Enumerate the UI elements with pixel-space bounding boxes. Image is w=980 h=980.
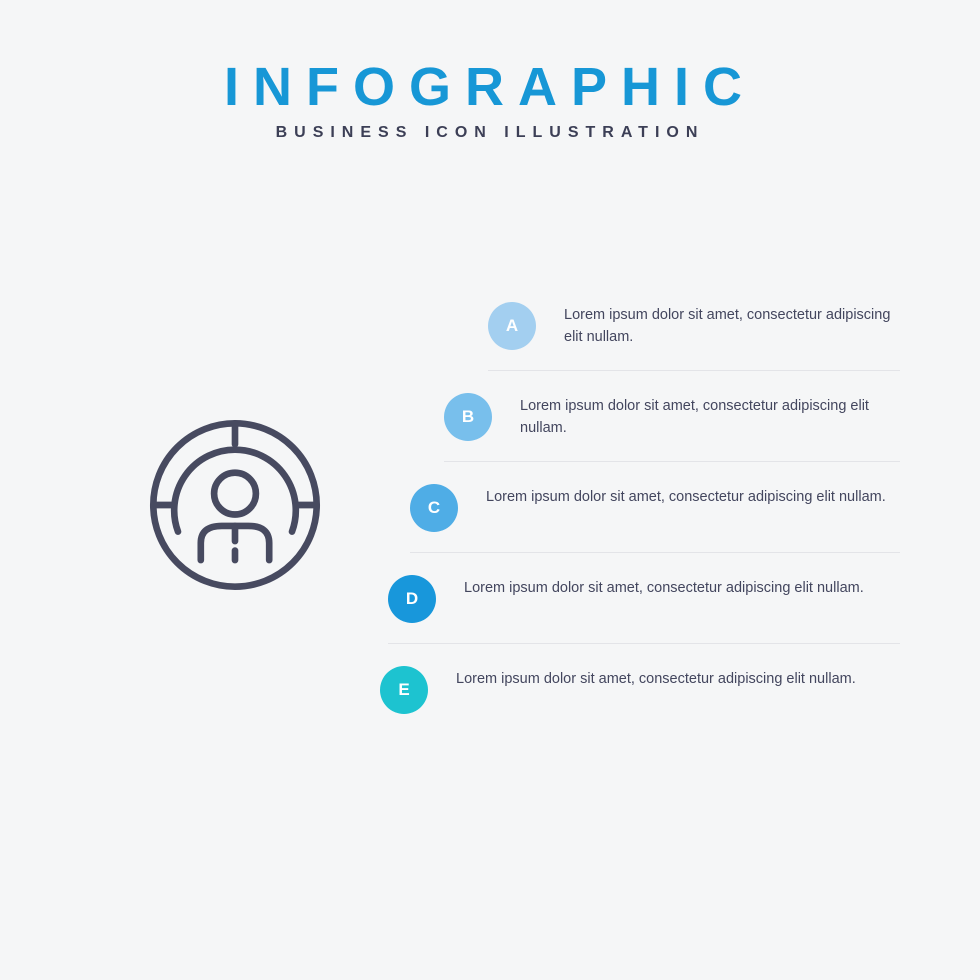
step-list: A Lorem ipsum dolor sit amet, consectetu…: [380, 280, 900, 734]
list-item: A Lorem ipsum dolor sit amet, consectetu…: [488, 280, 900, 371]
step-text: Lorem ipsum dolor sit amet, consectetur …: [564, 302, 900, 349]
header: INFOGRAPHIC BUSINESS ICON ILLUSTRATION: [0, 0, 980, 142]
page-subtitle: BUSINESS ICON ILLUSTRATION: [0, 124, 980, 142]
step-badge: D: [388, 575, 436, 623]
user-chart-icon: [140, 410, 330, 600]
step-badge: C: [410, 484, 458, 532]
step-text: Lorem ipsum dolor sit amet, consectetur …: [464, 575, 864, 599]
page-title: INFOGRAPHIC: [0, 56, 980, 118]
step-badge: A: [488, 302, 536, 350]
list-item: D Lorem ipsum dolor sit amet, consectetu…: [388, 553, 900, 644]
step-text: Lorem ipsum dolor sit amet, consectetur …: [520, 393, 900, 440]
step-badge: E: [380, 666, 428, 714]
step-badge: B: [444, 393, 492, 441]
list-item: B Lorem ipsum dolor sit amet, consectetu…: [444, 371, 900, 462]
step-text: Lorem ipsum dolor sit amet, consectetur …: [486, 484, 886, 508]
step-text: Lorem ipsum dolor sit amet, consectetur …: [456, 666, 856, 690]
list-item: C Lorem ipsum dolor sit amet, consectetu…: [410, 462, 900, 553]
list-item: E Lorem ipsum dolor sit amet, consectetu…: [380, 644, 900, 734]
